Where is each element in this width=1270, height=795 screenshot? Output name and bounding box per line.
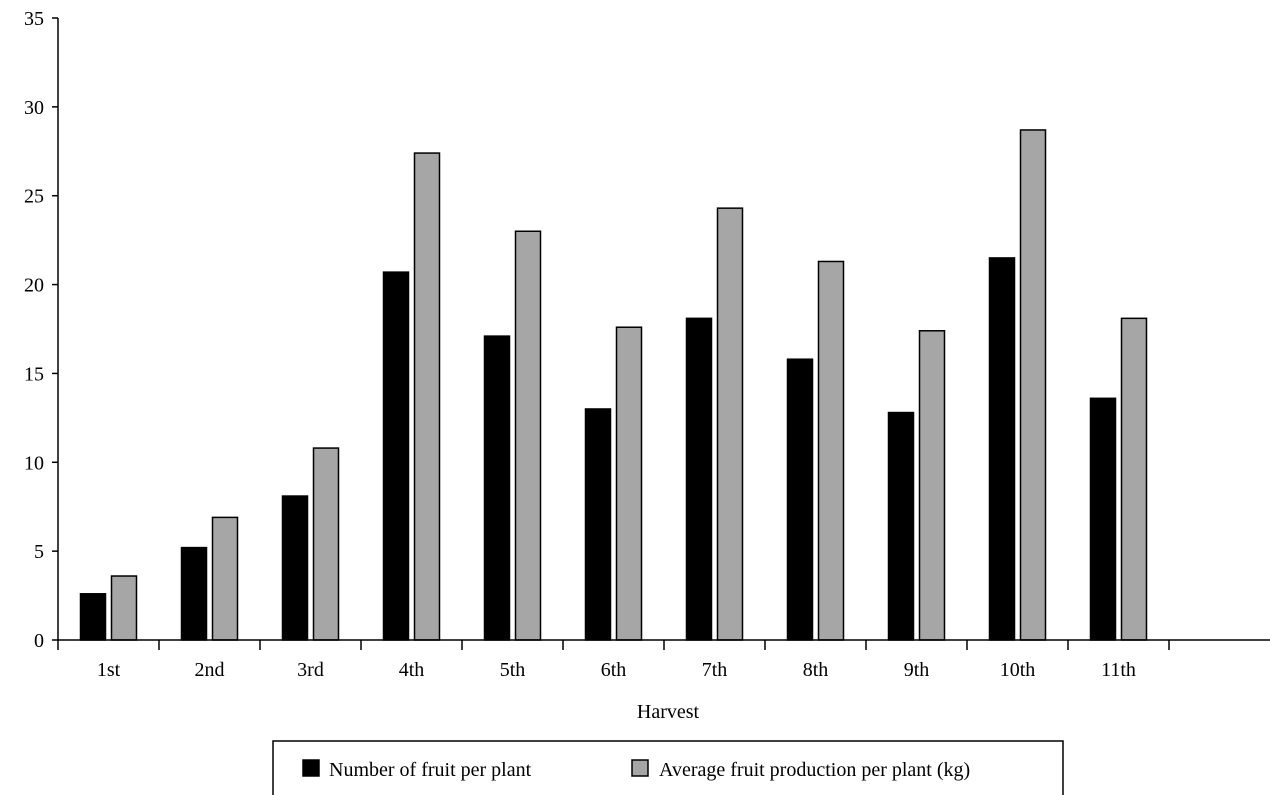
x-tick-label: 6th (601, 659, 627, 681)
x-tick-label: 4th (399, 659, 425, 681)
bar-series-1-7th (685, 317, 713, 641)
y-tick-label: 20 (24, 275, 44, 297)
bar-series-2-8th (817, 260, 845, 641)
bar-series-2-6th (615, 326, 643, 641)
bar-series-1-10th (988, 257, 1016, 641)
axes (57, 18, 1270, 641)
bar-series-1-1st (79, 593, 107, 641)
y-tick-label: 25 (24, 186, 44, 208)
y-tick-label: 15 (24, 363, 44, 385)
bar-series-2-4th (413, 152, 441, 641)
bar-series-2-2nd (211, 516, 239, 641)
bar-series-1-3rd (281, 495, 309, 641)
bar-series-2-5th (514, 230, 542, 641)
y-axis-ticks: 0 5 10 15 20 25 30 35 (24, 8, 58, 652)
x-tick-label: 9th (904, 659, 930, 681)
x-tick-label: 10th (1000, 659, 1036, 681)
x-tick-label: 2nd (195, 659, 225, 681)
legend-swatch-1 (302, 759, 320, 777)
bar-series-1-11th (1089, 397, 1117, 641)
bar-series-2-7th (716, 207, 744, 641)
legend: Number of fruit per plant Average fruit p… (272, 740, 1064, 795)
legend-label-2: Average fruit production per plant (kg) (659, 759, 970, 781)
bar-series-1-5th (483, 335, 511, 641)
legend-swatch-2 (631, 759, 649, 777)
y-tick-label: 35 (24, 8, 44, 30)
bar-series-1-2nd (180, 546, 208, 641)
bar-series-2-10th (1019, 129, 1047, 641)
y-tick-label: 10 (24, 452, 44, 474)
bar-series-1-4th (382, 271, 410, 641)
x-tick-label: 1st (97, 659, 121, 681)
x-axis-title: Harvest (637, 701, 700, 723)
legend-label-1: Number of fruit per plant (329, 759, 532, 781)
bar-series-2-11th (1120, 317, 1148, 641)
x-tick-label: 8th (803, 659, 829, 681)
bar-series-2-9th (918, 330, 946, 641)
y-tick-label: 30 (24, 97, 44, 119)
bar-series-1-8th (786, 358, 814, 641)
bar-series-2-1st (110, 575, 138, 641)
x-tick-label: 7th (702, 659, 728, 681)
bar-series-1-6th (584, 408, 612, 641)
x-tick-label: 3rd (297, 659, 324, 681)
bar-series-2-3rd (312, 447, 340, 641)
x-tick-label: 5th (500, 659, 526, 681)
y-tick-label: 0 (34, 630, 44, 652)
legend-box (272, 740, 1064, 795)
y-tick-label: 5 (34, 541, 44, 563)
x-axis-ticks: 1st 2nd 3rd 4th 5th 6th 7th 8th 9th 10th 11th (57, 640, 1170, 681)
x-tick-label: 11th (1101, 659, 1136, 681)
bars (79, 129, 1148, 641)
bar-series-1-9th (887, 411, 915, 641)
